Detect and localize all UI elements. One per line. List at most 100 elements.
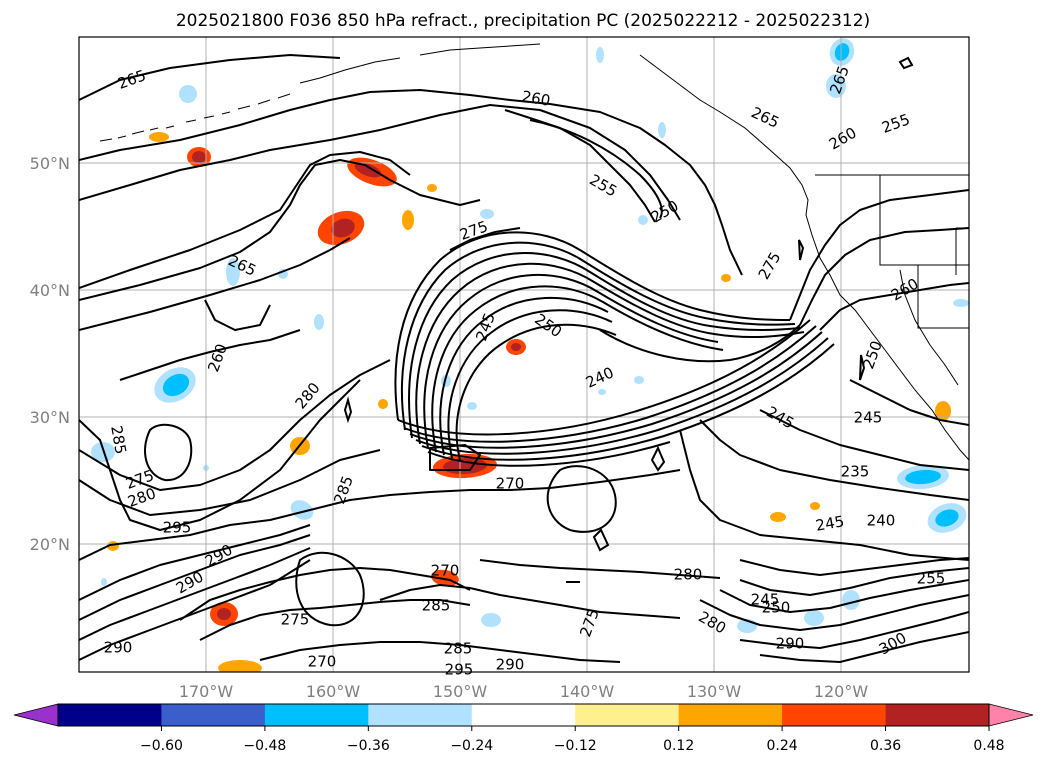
lat-tick-label: 50°N bbox=[30, 154, 70, 173]
colorbar-tick-label: −0.24 bbox=[450, 738, 493, 754]
contour-label: 235 bbox=[841, 463, 870, 481]
contour-label: 270 bbox=[308, 653, 337, 671]
precipitation-blob bbox=[427, 184, 437, 192]
precipitation-blob bbox=[935, 401, 951, 421]
coastlines bbox=[299, 43, 969, 461]
colorbar-tick-label: 0.24 bbox=[767, 738, 798, 754]
contour-label: 285 bbox=[444, 640, 473, 658]
precipitation-blob bbox=[314, 314, 324, 330]
colorbar-segment bbox=[161, 704, 266, 726]
colorbar-ticks: −0.60 −0.48 −0.36 −0.24 −0.12 0.12 0.24 0.36 0.4… bbox=[140, 726, 1005, 754]
contour-label: 250 bbox=[762, 599, 791, 617]
contour-label: 255 bbox=[917, 570, 946, 588]
colorbar-extend-min bbox=[13, 703, 59, 727]
colorbar: −0.60 −0.48 −0.36 −0.24 −0.12 0.12 0.24 0.36 0.4… bbox=[13, 703, 1034, 754]
contour-label: 245 bbox=[814, 512, 845, 535]
precipitation-blob bbox=[770, 512, 786, 522]
colorbar-tick-label: 0.12 bbox=[663, 738, 694, 754]
small-closed-contours bbox=[343, 56, 914, 583]
precipitation-blob bbox=[101, 578, 107, 586]
precipitation-blob bbox=[331, 218, 355, 238]
colorbar-tick-label: −0.36 bbox=[347, 738, 390, 754]
precipitation-blob bbox=[634, 376, 644, 384]
lon-tick-label: 130°W bbox=[687, 682, 742, 701]
colorbar-segment bbox=[58, 704, 162, 726]
colorbar-tick-label: 0.48 bbox=[973, 738, 1004, 754]
precipitation-blob bbox=[810, 502, 820, 510]
contour-label: 245 bbox=[751, 591, 780, 609]
precipitation-blob bbox=[149, 132, 169, 142]
contour-label: 290 bbox=[104, 639, 133, 657]
contour-label: 290 bbox=[776, 635, 805, 653]
lat-tick-label: 20°N bbox=[30, 535, 70, 554]
lat-tick-label: 40°N bbox=[30, 281, 70, 300]
precipitation-blob bbox=[467, 402, 477, 410]
contour-label: 285 bbox=[422, 597, 451, 615]
precipitation-blob bbox=[935, 509, 959, 527]
precipitation-blob bbox=[721, 274, 731, 282]
precipitation-blob bbox=[638, 215, 648, 225]
lon-tick-label: 150°W bbox=[433, 682, 488, 701]
refractivity-contours bbox=[79, 54, 969, 663]
precipitation-blob bbox=[596, 47, 604, 63]
colorbar-segment bbox=[264, 704, 369, 726]
colorbar-extend-max bbox=[988, 703, 1034, 727]
lat-tick-label: 30°N bbox=[30, 408, 70, 427]
contour-label: 280 bbox=[674, 566, 703, 584]
contour-label: 270 bbox=[431, 562, 460, 580]
precipitation-blob bbox=[192, 151, 206, 163]
precipitation-blob bbox=[842, 590, 860, 610]
precipitation-blob bbox=[480, 209, 494, 219]
lon-tick-label: 170°W bbox=[179, 682, 234, 701]
contour-label: 295 bbox=[445, 661, 474, 679]
contour-label: 270 bbox=[496, 475, 525, 493]
precipitation-blob bbox=[217, 608, 231, 620]
islands bbox=[99, 93, 291, 142]
precipitation-blob bbox=[378, 399, 388, 409]
colorbar-segment bbox=[471, 704, 576, 726]
lon-tick-label: 160°W bbox=[306, 682, 361, 701]
precipitation-blob bbox=[905, 469, 941, 485]
colorbar-tick-label: −0.60 bbox=[140, 738, 183, 754]
precipitation-blob bbox=[658, 122, 666, 138]
contour-label: 285 bbox=[107, 424, 130, 455]
contour-label: 240 bbox=[867, 512, 896, 530]
lat-axis: 50°N 40°N 30°N 20°N bbox=[30, 154, 70, 554]
precipitation-blob bbox=[354, 162, 382, 178]
precipitation-blob bbox=[953, 299, 969, 307]
colorbar-segment bbox=[575, 704, 680, 726]
colorbar-tick-label: 0.36 bbox=[870, 738, 901, 754]
precipitation-blob bbox=[481, 613, 501, 627]
colorbar-segment bbox=[678, 704, 783, 726]
colorbar-tick-label: −0.12 bbox=[554, 738, 597, 754]
colorbar-frame bbox=[57, 703, 990, 727]
colorbar-tick-label: −0.48 bbox=[243, 738, 286, 754]
map-title: 2025021800 F036 850 hPa refract., precip… bbox=[176, 11, 870, 31]
map-frame bbox=[78, 36, 970, 673]
contour-label: 295 bbox=[163, 519, 192, 537]
lon-tick-label: 120°W bbox=[814, 682, 869, 701]
precipitation-blob bbox=[431, 569, 459, 587]
precipitation-blob bbox=[511, 343, 521, 351]
precipitation-blob bbox=[179, 85, 197, 103]
lon-tick-label: 140°W bbox=[560, 682, 615, 701]
contour-label: 275 bbox=[281, 611, 310, 629]
precipitation-blob bbox=[226, 258, 240, 286]
lon-axis: 170°W 160°W 150°W 140°W 130°W 120°W bbox=[179, 682, 869, 701]
precipitation-blob bbox=[218, 660, 262, 672]
colorbar-segments bbox=[58, 704, 990, 726]
precipitation-blob bbox=[834, 43, 850, 61]
colorbar-segment bbox=[885, 704, 990, 726]
contour-label: 260 bbox=[520, 87, 551, 110]
precipitation-blob bbox=[402, 210, 414, 230]
precipitation-shading bbox=[91, 38, 969, 672]
contour-label: 245 bbox=[854, 409, 883, 427]
colorbar-segment bbox=[782, 704, 886, 726]
precipitation-blob bbox=[804, 610, 824, 626]
colorbar-segment bbox=[368, 704, 473, 726]
precipitation-blob bbox=[598, 389, 606, 395]
precipitation-blob bbox=[162, 373, 190, 397]
precipitation-blob bbox=[290, 500, 314, 520]
